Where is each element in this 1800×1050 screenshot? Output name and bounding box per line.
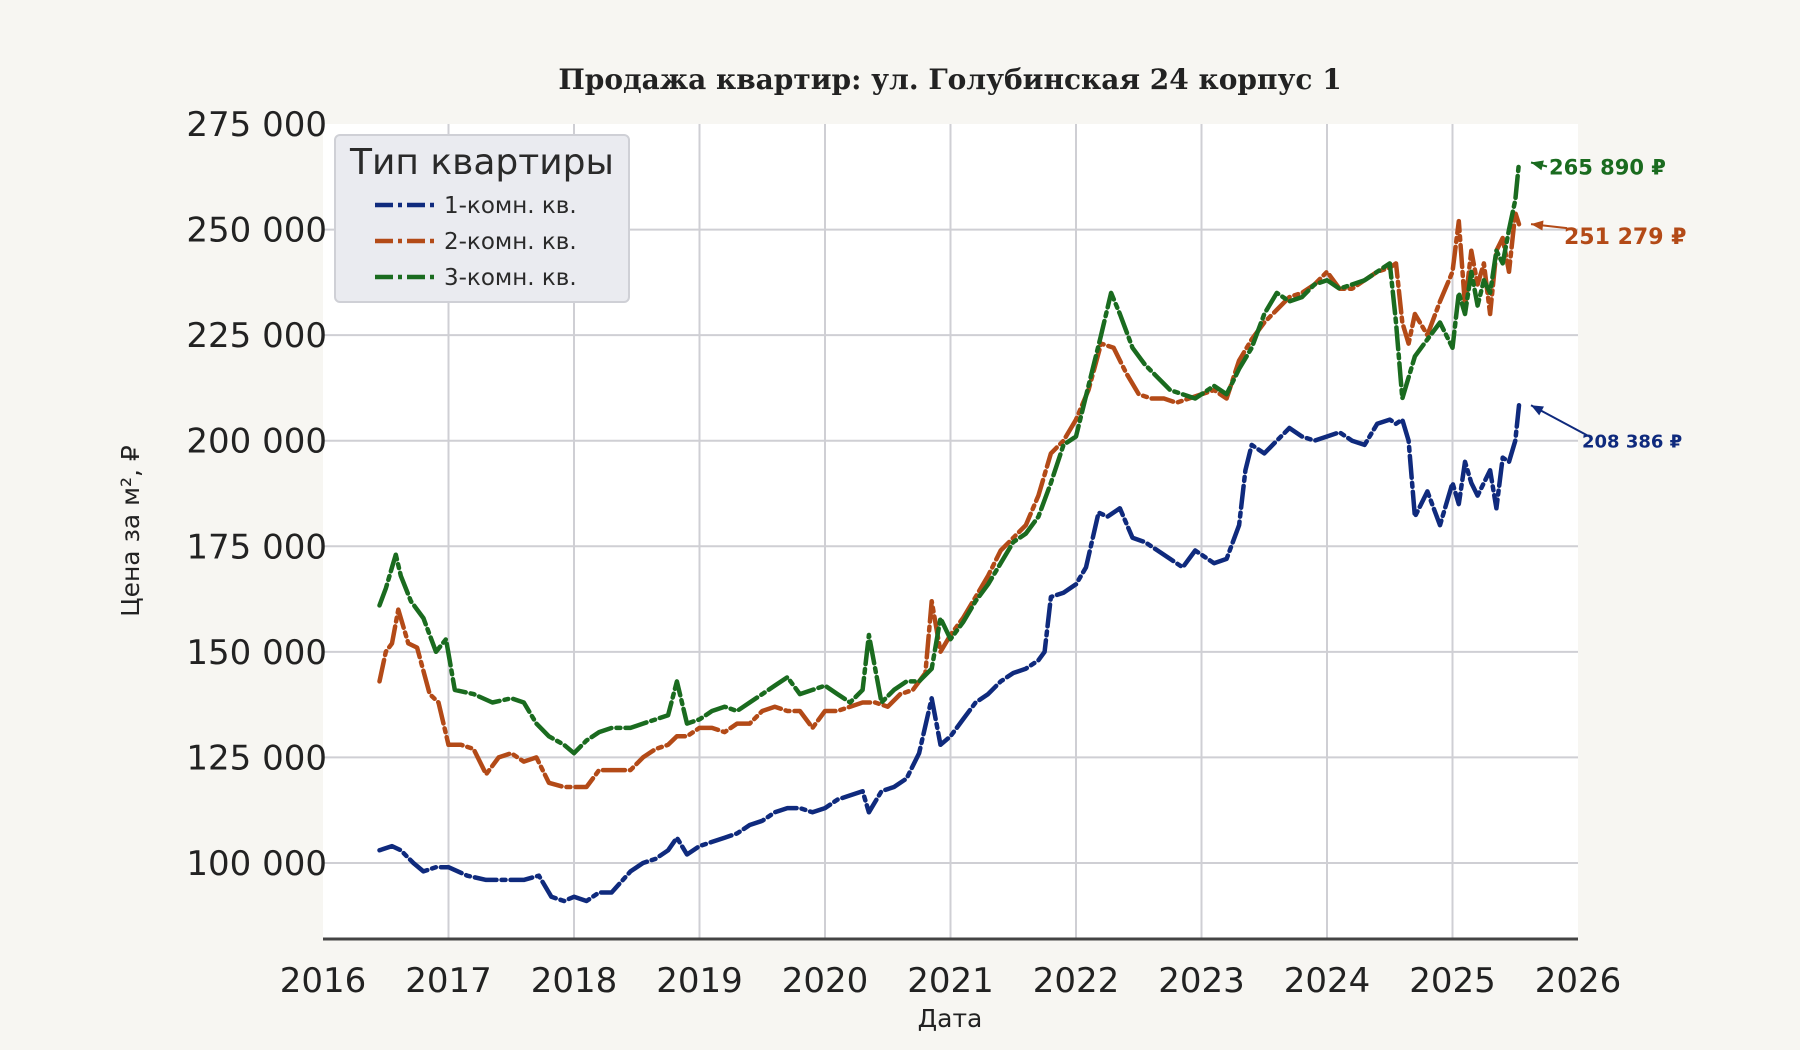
annotation-label: 208 386 ₽ — [1582, 431, 1682, 452]
x-tick-label: 2017 — [405, 961, 492, 1001]
series-line-2room — [377, 210, 1522, 790]
tick-labels: 2016 2017 2018 2019 2020 2021 2022 2023 2024 2025… — [186, 105, 1621, 1001]
legend-label-2room: 2-комн. кв. — [444, 229, 577, 255]
legend-label-1room: 1-комн. кв. — [444, 193, 577, 219]
y-tick-label: 275 000 — [186, 105, 327, 145]
y-axis-label: Цена за м², ₽ — [116, 445, 145, 617]
y-tick-label: 200 000 — [186, 422, 327, 462]
x-tick-label: 2020 — [782, 961, 869, 1001]
y-tick-label: 125 000 — [186, 738, 327, 778]
legend: Тип квартиры 1-комн. кв. 2-комн. кв. 3-ком… — [334, 134, 630, 303]
annotation-label: 265 890 ₽ — [1549, 155, 1666, 179]
x-tick-label: 2024 — [1284, 961, 1371, 1001]
series-line-1room — [377, 403, 1522, 904]
x-tick-label: 2025 — [1409, 961, 1496, 1001]
legend-box — [334, 134, 630, 303]
y-tick-label: 150 000 — [186, 633, 327, 673]
series-line-3room — [377, 160, 1522, 756]
annotation-arrowhead — [1531, 220, 1544, 231]
x-tick-label: 2021 — [907, 961, 994, 1001]
y-tick-label: 250 000 — [186, 211, 327, 251]
series-layer — [377, 160, 1522, 904]
x-axis-label: Дата — [918, 1004, 983, 1033]
x-tick-label: 2026 — [1535, 961, 1622, 1001]
y-tick-label: 175 000 — [186, 527, 327, 567]
annotations: 265 890 ₽ 251 279 ₽ 208 386 ₽ — [1530, 155, 1686, 452]
legend-items: 1-комн. кв. 2-комн. кв. 3-комн. кв. — [375, 193, 577, 291]
y-tick-label: 100 000 — [186, 844, 327, 884]
legend-title: Тип квартиры — [349, 142, 614, 183]
x-tick-label: 2016 — [280, 961, 367, 1001]
y-tick-label: 225 000 — [186, 316, 327, 356]
annotation-arrowhead — [1531, 160, 1544, 171]
legend-label-3room: 3-комн. кв. — [444, 265, 577, 291]
chart-title: Продажа квартир: ул. Голубинская 24 корп… — [558, 63, 1341, 96]
x-tick-label: 2018 — [531, 961, 618, 1001]
x-tick-label: 2019 — [656, 961, 743, 1001]
x-tick-label: 2022 — [1033, 961, 1120, 1001]
annotation-arrowhead — [1531, 405, 1544, 416]
annotation-label: 251 279 ₽ — [1564, 225, 1686, 250]
x-tick-label: 2023 — [1158, 961, 1245, 1001]
